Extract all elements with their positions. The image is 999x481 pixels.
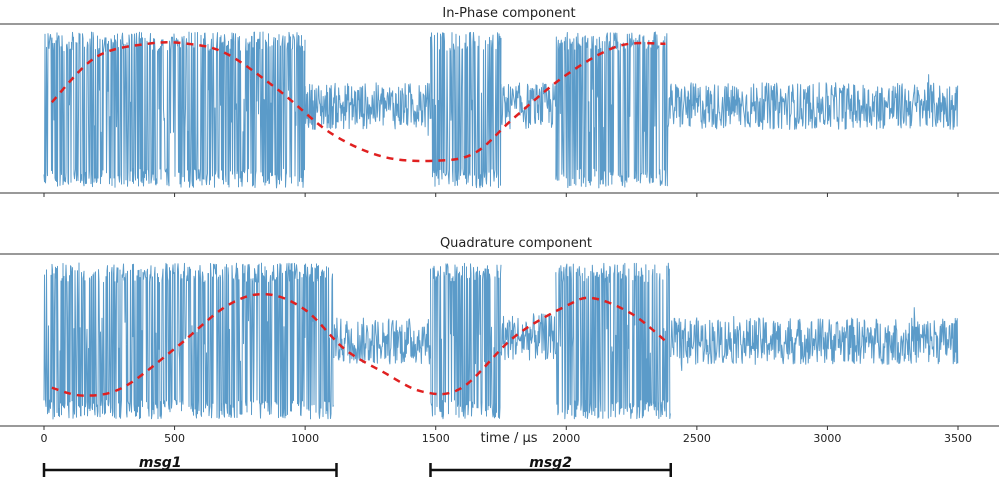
message-label-msg1: msg1: [139, 455, 182, 471]
quadrature-signal-group: [43, 262, 959, 420]
envelope-line-1: [51, 292, 667, 397]
x-tick-label: 500: [164, 432, 185, 445]
signal-segment-1-4: [555, 262, 671, 420]
signal-segment-1-0: [43, 262, 334, 420]
in-phase-title: In-Phase component: [442, 6, 575, 21]
signal-segment-0-4: [555, 31, 669, 189]
signal-segment-0-2: [429, 31, 502, 189]
x-tick-label: 1500: [422, 432, 450, 445]
quadrature-title: Quadrature component: [440, 236, 592, 251]
quadrature-ticks: 0 500 1000 1500 2000 2500 3000 3500: [41, 426, 972, 445]
signal-segment-1-1: [333, 317, 431, 365]
quadrature-panel: Quadrature component 0 500 1000 1500 2000 250…: [0, 236, 999, 446]
x-tick-label: 2000: [552, 432, 580, 445]
x-axis-label: time / µs: [480, 431, 537, 446]
x-tick-label: 2500: [683, 432, 711, 445]
quadrature-envelope-group: [51, 292, 667, 397]
signal-segment-1-3: [500, 313, 556, 361]
in-phase-panel: In-Phase component: [0, 6, 999, 197]
x-tick-label: 0: [41, 432, 48, 445]
x-tick-label: 3000: [813, 432, 841, 445]
signal-segment-1-5: [670, 307, 959, 371]
in-phase-ticks: [43, 193, 959, 197]
signal-segment-1-2: [429, 262, 502, 420]
in-phase-envelope-group: [50, 40, 666, 163]
signal-segment-0-0: [43, 31, 306, 189]
envelope-line-0: [50, 40, 666, 163]
message-label-msg2: msg2: [529, 455, 572, 471]
signal-segment-0-5: [667, 74, 959, 130]
message-brackets: msg1 msg2: [42, 455, 672, 477]
x-tick-label: 3500: [944, 432, 972, 445]
signal-segment-0-1: [304, 82, 431, 136]
x-tick-label: 1000: [291, 432, 319, 445]
in-phase-signal-group: [43, 31, 959, 189]
